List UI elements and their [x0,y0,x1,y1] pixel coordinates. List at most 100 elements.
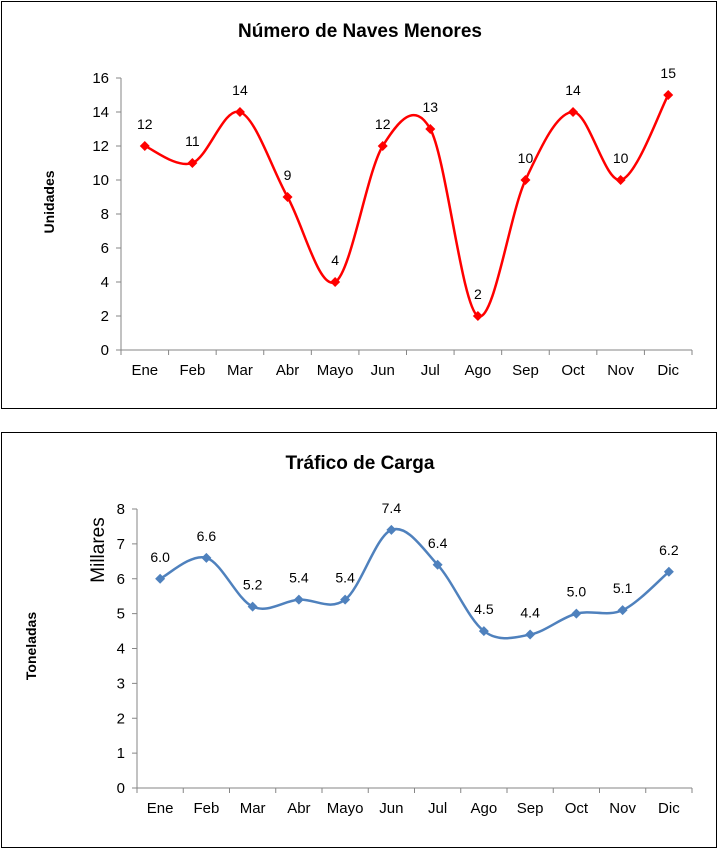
x-tick-label: Feb [193,800,219,817]
data-point-marker [330,277,341,287]
data-label: 7.4 [382,500,402,516]
data-point-marker [386,524,397,535]
y-tick-label: 0 [117,780,125,797]
x-tick-label: Mayo [327,800,364,817]
data-point-marker [478,626,489,637]
data-point-marker [340,594,351,605]
y-tick-label: 2 [101,308,109,325]
data-point-marker [201,552,212,563]
naves-chart-svg: Número de Naves Menores Unidades 0 2 4 6 8 10… [41,21,693,379]
data-point-marker [377,141,388,151]
x-tick-label: Abr [276,362,299,379]
x-tick-label: Sep [512,362,539,379]
x-tick-label: Ene [131,362,158,379]
data-point-marker [520,175,531,185]
data-label: 10 [613,150,629,166]
data-label: 5.1 [613,580,633,596]
x-tick-label: Jul [421,362,440,379]
y-tick-label: 6 [101,240,109,257]
x-tick-label: Jun [371,362,395,379]
y-tick-label: 8 [117,501,125,518]
carga-chart-svg: Tráfico de Carga Toneladas Millares 0 1 2 3… [23,453,693,817]
x-tick-label: Mar [227,362,253,379]
y-tick-label: 4 [101,274,109,291]
x-tick-label: Jul [428,800,447,817]
x-tick-label: Jun [379,800,403,817]
data-point-marker [525,629,536,640]
y-tick-label: 1 [117,745,125,762]
x-tick-label: Nov [607,362,634,379]
data-label: 5.0 [567,584,587,600]
data-point-marker [663,566,674,577]
data-point-marker [155,573,166,584]
data-label: 14 [232,82,248,98]
series-line [144,94,670,318]
y-tick-label: 7 [117,536,125,553]
data-point-marker [571,608,582,619]
chart-panel-naves: Número de Naves Menores Unidades 0 2 4 6 8 10… [1,1,717,409]
data-point-marker [615,175,626,185]
y-tick-label: 14 [92,104,109,121]
unit-label: Millares [88,517,109,582]
data-label: 14 [565,82,581,98]
data-point-marker [187,158,198,168]
data-point-marker [432,559,443,570]
data-label: 6.0 [150,549,170,565]
y-tick-label: 0 [101,342,109,359]
y-tick-label: 2 [117,710,125,727]
data-label: 5.4 [335,570,355,586]
y-tick-label: 16 [92,70,109,87]
data-point-marker [425,124,436,134]
y-tick-label: 12 [92,138,109,155]
data-point-marker [663,90,674,100]
y-tick-label: 5 [117,606,125,623]
chart-title: Tráfico de Carga [286,453,435,474]
data-label: 5.4 [289,570,309,586]
y-tick-label: 6 [117,571,125,588]
chart-title: Número de Naves Menores [238,21,482,42]
data-label: 12 [375,116,391,132]
data-label: 6.2 [659,542,679,558]
x-tick-label: Ago [465,362,492,379]
x-tick-label: Dic [658,800,680,817]
x-tick-label: Abr [287,800,310,817]
data-label: 4 [331,252,339,268]
data-label: 10 [518,150,534,166]
data-label: 4.4 [520,605,540,621]
data-point-marker [293,594,304,605]
data-point-marker [234,107,245,117]
data-label: 11 [185,133,200,149]
y-tick-label: 3 [117,675,125,692]
x-tick-label: Mayo [317,362,354,379]
x-tick-label: Nov [609,800,636,817]
x-tick-label: Dic [657,362,679,379]
x-tick-label: Feb [179,362,205,379]
x-tick-label: Ene [147,800,174,817]
x-tick-label: Sep [517,800,544,817]
x-tick-label: Oct [561,362,585,379]
data-point-marker [282,192,293,202]
y-axis-label: Toneladas [23,612,39,680]
data-point-marker [617,605,628,616]
data-label: 15 [660,65,676,81]
data-point-marker [247,601,258,612]
data-label: 2 [474,286,482,302]
y-tick-label: 8 [101,206,109,223]
data-point-marker [139,141,150,151]
data-label: 4.5 [474,601,494,617]
y-tick-label: 10 [92,172,109,189]
data-point-marker [568,107,579,117]
data-label: 5.2 [243,577,263,593]
series-line [159,527,670,640]
data-point-marker [472,311,483,321]
data-label: 6.6 [197,528,217,544]
data-label: 12 [137,116,153,132]
y-axis-label: Unidades [41,170,57,233]
data-label: 9 [284,167,292,183]
x-tick-label: Ago [471,800,498,817]
data-label: 6.4 [428,535,448,551]
x-tick-label: Mar [240,800,266,817]
chart-panel-carga: Tráfico de Carga Toneladas Millares 0 1 2 3… [1,432,717,848]
x-tick-label: Oct [565,800,589,817]
data-label: 13 [423,99,439,115]
